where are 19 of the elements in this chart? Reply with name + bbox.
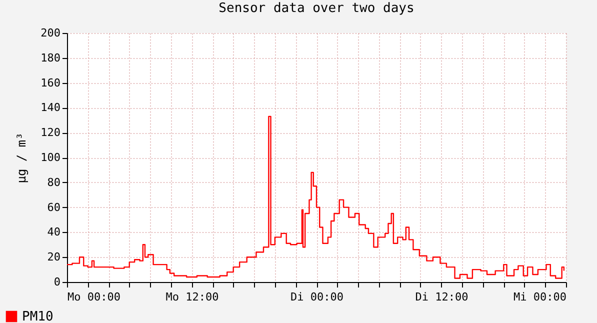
y-tick-label: 100: [40, 151, 60, 164]
x-tick-label: Mo 00:00: [68, 290, 120, 304]
y-tick-label: 180: [40, 51, 60, 64]
x-tick-label: Mo 12:00: [166, 290, 219, 304]
x-tick-label: Mi 00:00: [514, 290, 566, 304]
x-tick-label: Di 00:00: [290, 290, 344, 304]
y-tick-label: 80: [47, 176, 60, 189]
y-tick-label: 160: [40, 76, 60, 90]
y-tick-label: 60: [47, 200, 60, 214]
legend-label: PM10: [22, 310, 54, 323]
y-tick-label: 40: [47, 226, 60, 239]
x-tick-label: Di 12:00: [415, 290, 468, 304]
y-axis-title: µg / m³: [14, 132, 29, 184]
y-tick-label: 140: [40, 101, 60, 114]
y-tick-label: 20: [47, 250, 60, 264]
y-tick-label: 0: [54, 276, 60, 288]
y-tick-label: 120: [40, 126, 60, 140]
y-tick-label: 200: [40, 26, 60, 40]
chart-title: Sensor data over two days: [218, 1, 414, 16]
